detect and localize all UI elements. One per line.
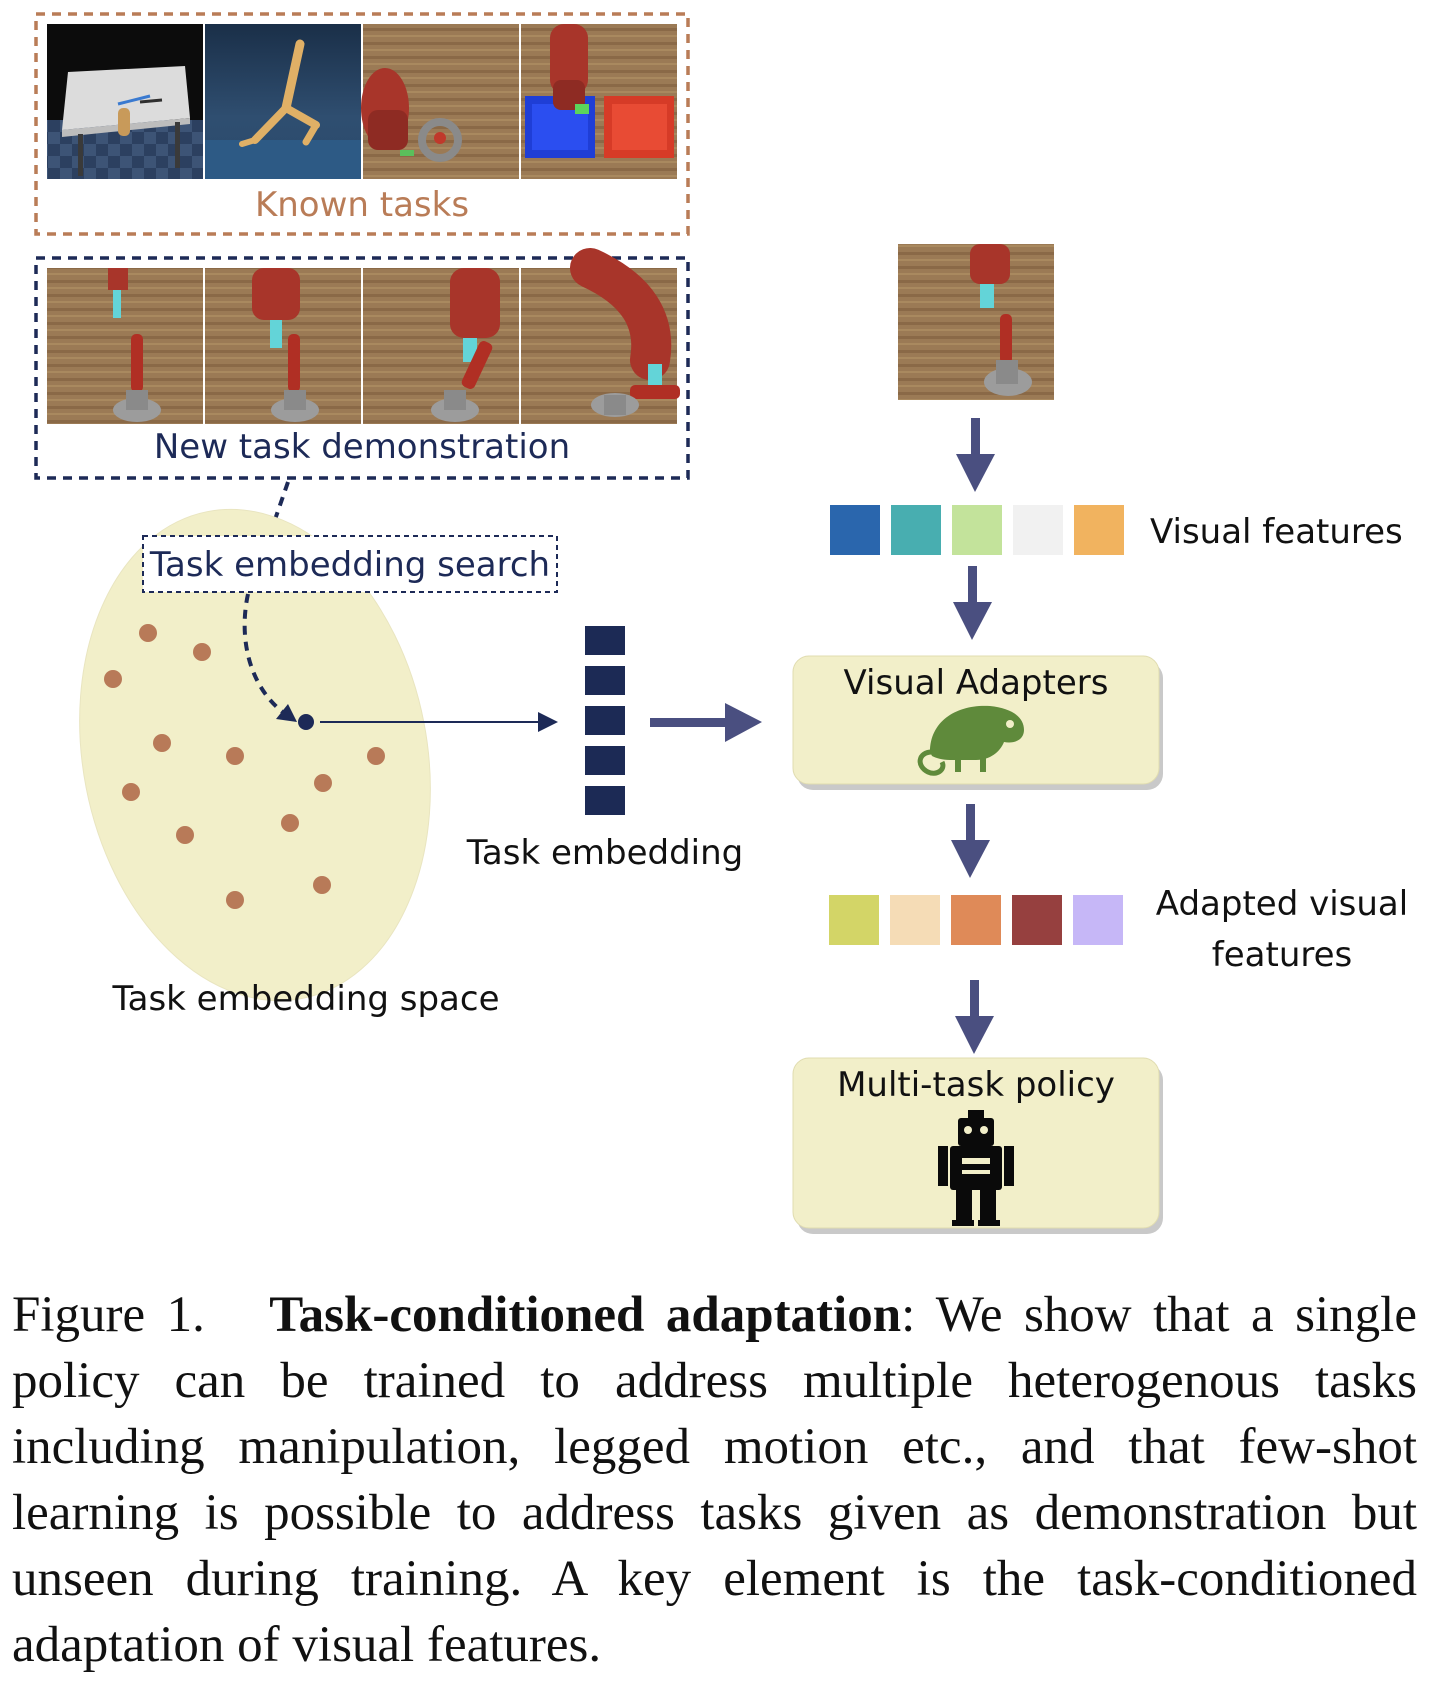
arrow-adapted-to-policy [955, 980, 994, 1054]
embedding-to-adapters-arrow [650, 703, 762, 742]
new-task-demo-label: New task demonstration [154, 427, 570, 467]
known-task-thumb-walker [205, 24, 361, 179]
adapted-features-label-line1: Adapted visual [1156, 884, 1408, 924]
known-task-thumb-arm-bins [521, 24, 677, 179]
known-tasks-panel: Known tasks [34, 12, 690, 236]
adapted-feature-square-5 [1073, 895, 1123, 945]
embedding-search-label: Task embedding search [149, 545, 550, 585]
task-embedding-vector [585, 626, 625, 815]
robot-icon [938, 1110, 1014, 1226]
visual-feature-square-5 [1074, 505, 1124, 555]
known-task-thumb-table [47, 24, 203, 179]
multi-task-policy-box: Multi-task policy [792, 1057, 1163, 1234]
visual-features-row [830, 505, 1124, 555]
embedding-dot [313, 876, 331, 894]
visual-feature-square-2 [891, 505, 941, 555]
embedding-dot [281, 814, 299, 832]
adapted-feature-square-1 [829, 895, 879, 945]
visual-adapters-label: Visual Adapters [844, 663, 1109, 703]
demo-frame-1 [47, 268, 203, 424]
caption-prefix: Figure 1. [12, 1287, 205, 1343]
caption-title: Task-conditioned adaptation [269, 1287, 902, 1343]
adapted-feature-square-3 [951, 895, 1001, 945]
arrow-image-to-features [956, 418, 995, 492]
visual-adapters-box: Visual Adapters [792, 655, 1163, 790]
chameleon-icon [917, 705, 1024, 776]
embedding-dot [139, 624, 157, 642]
embedding-dot [176, 826, 194, 844]
embedding-space: Task embedding search [79, 508, 558, 1002]
known-task-thumb-arm-ring [361, 24, 519, 179]
multi-task-policy-label: Multi-task policy [837, 1065, 1115, 1105]
demo-frame-2 [205, 268, 361, 424]
search-path [242, 593, 290, 718]
diagram: Known tasks [34, 12, 1408, 1234]
demo-frame-4 [521, 248, 680, 424]
caption-text: : We show that a single policy can be tr… [12, 1287, 1417, 1673]
adapted-feature-square-4 [1012, 895, 1062, 945]
task-embedding-label: Task embedding [466, 833, 743, 873]
embedding-dot [153, 734, 171, 752]
embedding-dots [104, 624, 385, 909]
visual-feature-square-1 [830, 505, 880, 555]
visual-feature-square-3 [952, 505, 1002, 555]
adapted-feature-square-2 [890, 895, 940, 945]
observation-image [898, 244, 1054, 400]
embedding-dot [367, 747, 385, 765]
embedding-dot [226, 747, 244, 765]
search-arrowhead [276, 704, 297, 722]
figure-caption: Figure 1. Task-conditioned adaptation: W… [12, 1282, 1417, 1678]
found-embedding-point [298, 714, 314, 730]
demo-frame-3 [363, 268, 519, 424]
adapted-features-row [829, 895, 1123, 945]
visual-feature-square-4 [1013, 505, 1063, 555]
new-task-demo-panel: New task demonstration [34, 248, 690, 480]
embedding-dot [104, 670, 122, 688]
arrow-features-to-adapters [953, 566, 992, 640]
embedding-search-box [142, 535, 558, 593]
embedding-dot [226, 891, 244, 909]
embedding-space-label: Task embedding space [111, 979, 499, 1019]
known-tasks-label: Known tasks [255, 185, 469, 225]
embedding-dot [122, 783, 140, 801]
embedding-dot [314, 774, 332, 792]
embedding-dot [193, 643, 211, 661]
arrow-adapters-to-adapted [951, 804, 990, 878]
adapted-features-label-line2: features [1212, 935, 1352, 975]
visual-features-label: Visual features [1150, 512, 1403, 552]
